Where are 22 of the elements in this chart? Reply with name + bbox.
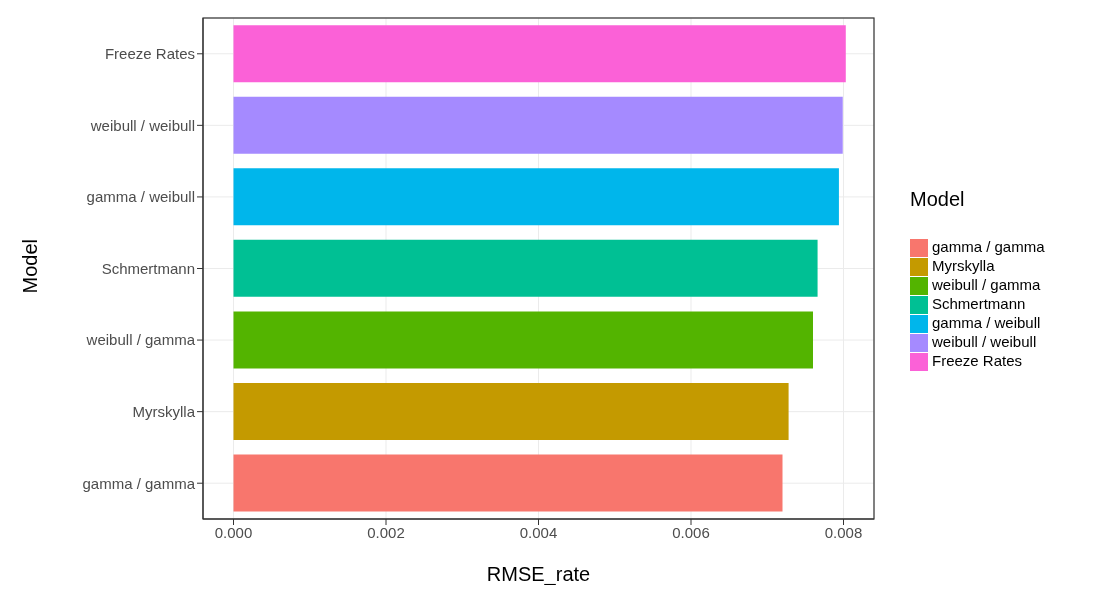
y-tick-label: Freeze Rates <box>104 45 195 63</box>
legend-label: weibull / weibull <box>932 333 1037 351</box>
y-tick-label: weibull / gamma <box>85 331 196 349</box>
y-tick-label: weibull / weibull <box>89 116 195 134</box>
legend-label: Freeze Rates <box>932 352 1023 370</box>
legend-label: gamma / gamma <box>932 238 1045 255</box>
y-tick-label: gamma / weibull <box>86 188 195 206</box>
legend-title: Model <box>910 188 965 211</box>
y-axis-title: Model <box>19 239 42 294</box>
x-tick-label: 0.006 <box>672 523 710 541</box>
x-tick-label: 0.008 <box>824 523 863 541</box>
x-tick-label: 0.000 <box>214 523 253 541</box>
y-tick-label: Schmertmann <box>101 259 195 277</box>
legend-label: weibull / gamma <box>932 276 1041 294</box>
legend-label: gamma / weibull <box>932 314 1041 332</box>
x-tick-label: 0.004 <box>519 523 558 541</box>
y-tick-label: gamma / gamma <box>82 474 196 492</box>
y-tick-label: Myrskylla <box>132 402 196 420</box>
x-axis-title: RMSE_rate <box>486 563 591 586</box>
legend-label: Myrskylla <box>932 257 995 275</box>
legend-label: Schmertmann <box>932 295 1026 313</box>
x-tick-label: 0.002 <box>367 523 405 541</box>
